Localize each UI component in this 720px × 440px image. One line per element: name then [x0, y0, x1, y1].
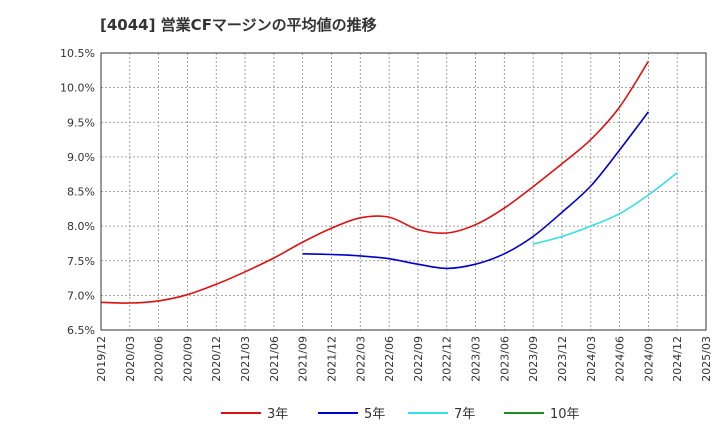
grid — [100, 52, 707, 331]
y-tick-label: 10.5% — [60, 47, 95, 60]
x-axis: 2019/12 2020/03 2020/06 2020/09 2020/12 2021/… — [95, 336, 713, 382]
series-line-3 — [532, 172, 678, 245]
y-tick-label: 9.0% — [67, 151, 95, 164]
chart-title: [4044] 営業CFマージンの平均値の推移 — [100, 16, 377, 34]
x-tick-label: 2022/12 — [441, 336, 454, 382]
x-tick-label: 2024/03 — [585, 336, 598, 382]
y-axis: 6.5% 7.0% 7.5% 8.0% 8.5% 9.0% 9.5% 10.0% 10.5% — [60, 47, 95, 337]
x-tick-label: 2023/12 — [556, 336, 569, 382]
y-tick-label: 7.0% — [67, 289, 95, 302]
series-lines — [100, 60, 678, 304]
x-tick-label: 2021/12 — [325, 336, 338, 382]
y-tick-label: 8.5% — [67, 186, 95, 199]
x-tick-label: 2023/03 — [470, 336, 483, 382]
y-tick-label: 9.5% — [67, 116, 95, 129]
x-tick-label: 2021/09 — [297, 336, 310, 382]
x-tick-label: 2024/12 — [671, 336, 684, 382]
legend-label-2: 5年 — [364, 407, 385, 422]
x-tick-label: 2022/03 — [354, 336, 367, 382]
plot-frame — [100, 52, 707, 331]
x-tick-label: 2025/03 — [700, 336, 713, 382]
x-tick-label: 2021/03 — [239, 336, 252, 382]
legend-label-4: 10年 — [550, 407, 580, 422]
x-tick-label: 2023/06 — [498, 336, 511, 382]
series-line-2 — [302, 111, 650, 270]
x-tick-label: 2021/06 — [268, 336, 281, 382]
x-tick-label: 2022/09 — [412, 336, 425, 382]
legend-label-1: 3年 — [267, 407, 288, 422]
x-tick-label: 2023/09 — [527, 336, 540, 382]
x-tick-label: 2024/06 — [614, 336, 627, 382]
legend-label-3: 7年 — [454, 407, 475, 422]
x-tick-label: 2019/12 — [95, 336, 108, 382]
y-tick-label: 8.0% — [67, 220, 95, 233]
y-tick-label: 6.5% — [67, 324, 95, 337]
legend: 3年 5年 7年 10年 — [221, 407, 580, 422]
x-tick-label: 2024/09 — [642, 336, 655, 382]
x-tick-label: 2020/06 — [153, 336, 166, 382]
y-tick-label: 10.0% — [60, 82, 95, 95]
x-tick-label: 2020/03 — [124, 336, 137, 382]
x-tick-label: 2020/09 — [181, 336, 194, 382]
x-tick-label: 2022/06 — [383, 336, 396, 382]
y-tick-label: 7.5% — [67, 255, 95, 268]
x-tick-label: 2020/12 — [210, 336, 223, 382]
series-line-1 — [100, 60, 650, 304]
